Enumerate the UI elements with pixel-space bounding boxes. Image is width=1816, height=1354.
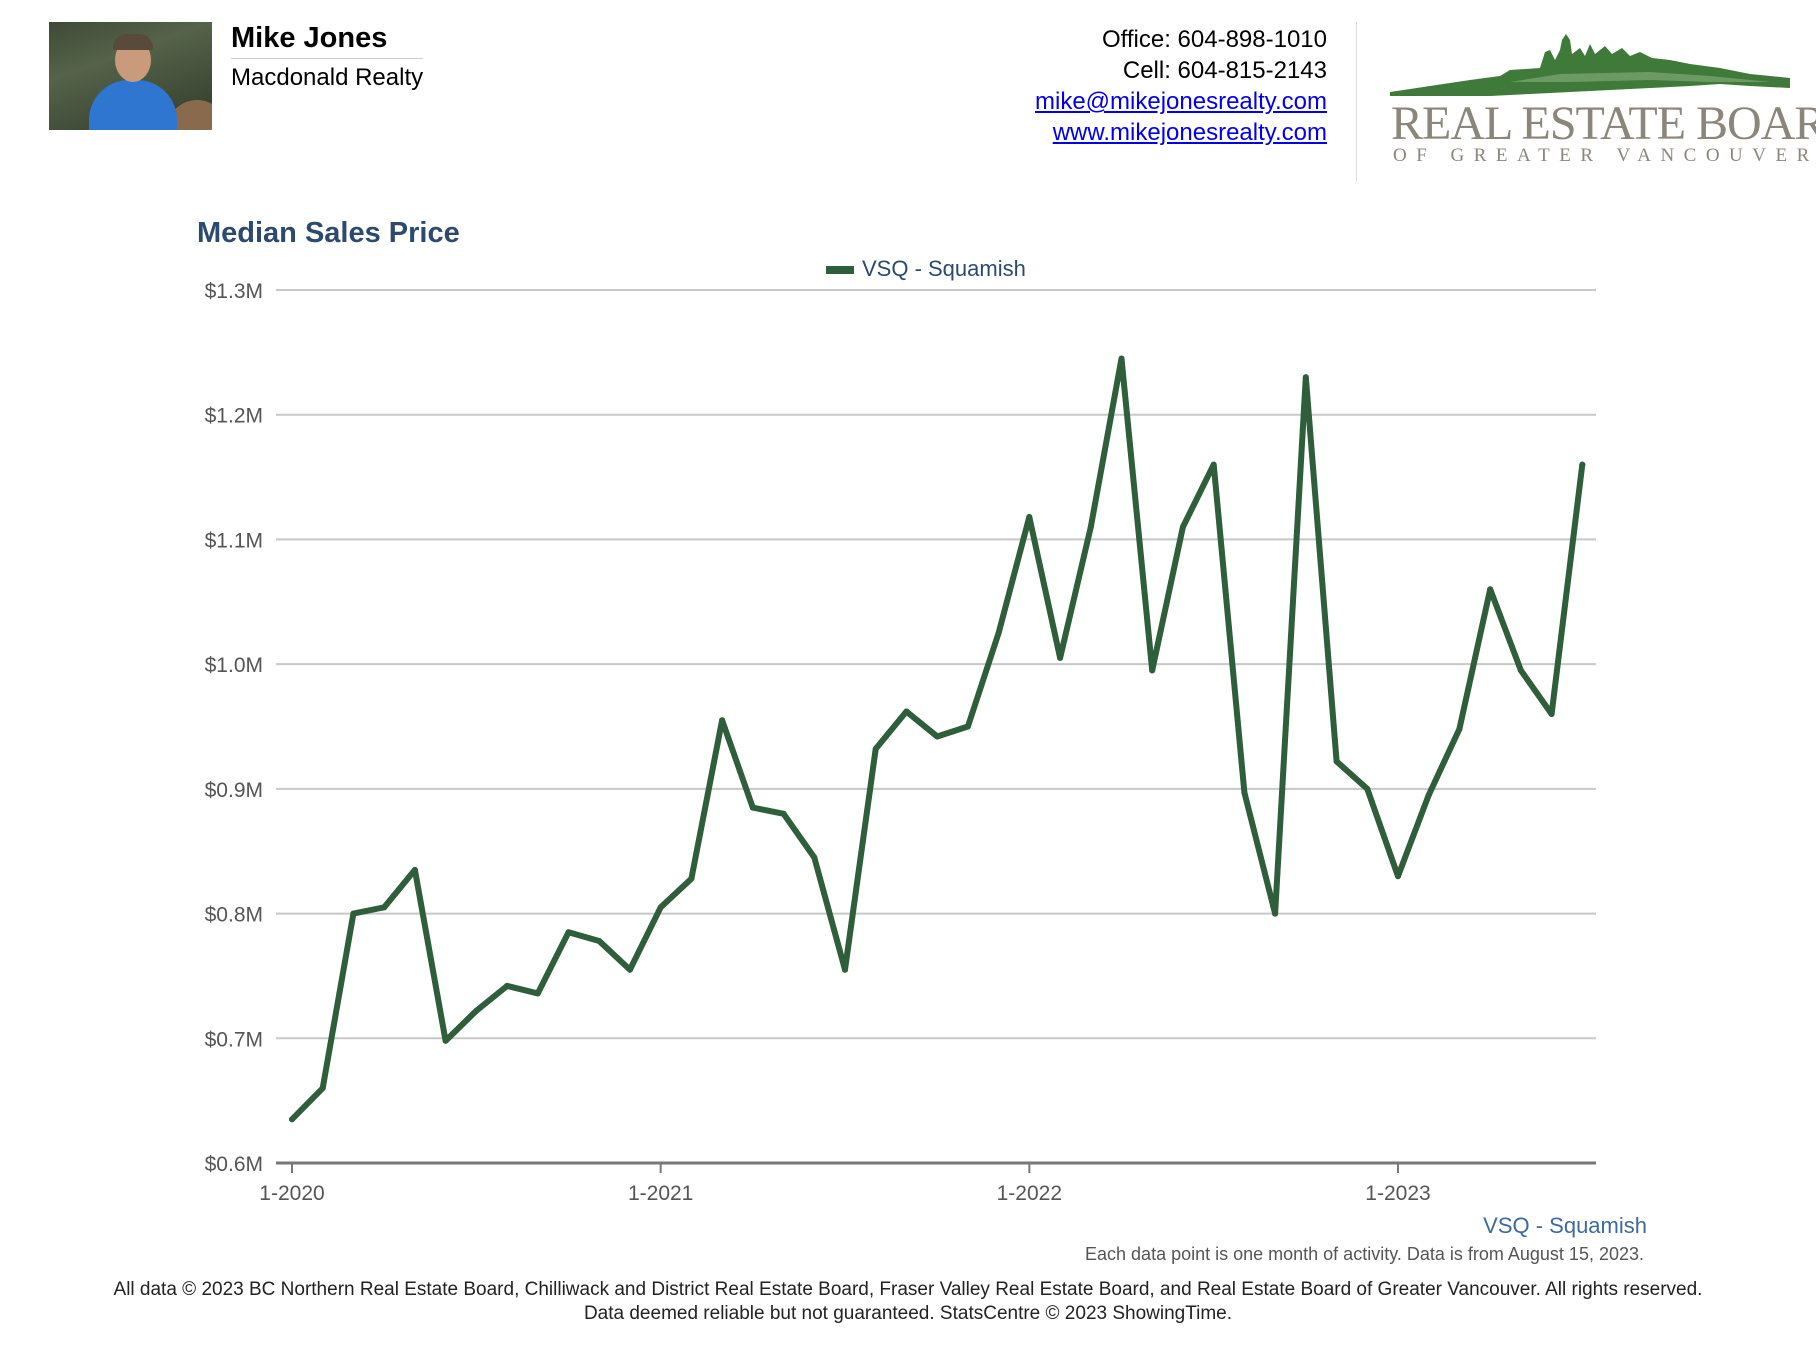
data-point: [1026, 513, 1033, 520]
cell-phone: Cell: 604-815-2143: [1122, 57, 1327, 84]
data-point: [319, 1085, 326, 1092]
data-point: [350, 910, 357, 917]
data-point: [719, 717, 726, 724]
data-point: [657, 904, 664, 911]
data-point: [442, 1037, 449, 1044]
x-tick-label: 1-2022: [997, 1182, 1062, 1205]
y-tick-label: $0.9M: [205, 779, 263, 802]
data-point: [289, 1116, 295, 1123]
footer-line-1: All data © 2023 BC Northern Real Estate …: [113, 1279, 1703, 1300]
data-point: [626, 966, 633, 973]
data-point: [1272, 910, 1279, 917]
data-point: [1210, 461, 1217, 468]
data-point: [1517, 667, 1524, 674]
y-axis-ticks: $0.6M $0.7M $0.8M $0.9M $1.0M $1.1M $1.2M $1.3M: [205, 280, 263, 1176]
logo-title: REAL ESTATE BOARD: [1391, 97, 1816, 150]
data-point: [534, 990, 541, 997]
data-point: [811, 854, 818, 861]
data-point: [1487, 586, 1494, 593]
data-point: [1333, 758, 1340, 765]
y-tick-label: $1.0M: [205, 654, 263, 677]
data-point: [1579, 461, 1586, 468]
data-point: [473, 1007, 480, 1014]
data-point: [565, 929, 572, 936]
data-point: [903, 708, 910, 715]
report-header: Mike Jones Macdonald Realty Office: 604-…: [0, 0, 1816, 190]
data-point: [1364, 785, 1371, 792]
data-point: [749, 804, 756, 811]
data-point: [1149, 667, 1156, 674]
data-point: [1425, 792, 1432, 799]
data-point: [872, 745, 879, 752]
y-tick-label: $1.3M: [205, 280, 263, 303]
legend-label: VSQ - Squamish: [862, 256, 1026, 281]
agent-name: Mike Jones: [231, 22, 388, 54]
skyline-logo-icon: [1390, 34, 1790, 96]
data-point: [381, 904, 388, 911]
data-point: [1302, 374, 1309, 381]
email-link[interactable]: mike@mikejonesrealty.com: [1035, 88, 1327, 115]
chart-series: [289, 355, 1586, 1123]
x-axis-ticks: 1-2020 1-2021 1-2022 1-2023: [259, 1163, 1431, 1205]
contact-block: Office: 604-898-1010 Cell: 604-815-2143 …: [1035, 24, 1327, 148]
data-point: [1456, 725, 1463, 732]
x-tick-label: 1-2023: [1365, 1182, 1430, 1205]
y-tick-label: $0.8M: [205, 904, 263, 927]
y-tick-label: $0.7M: [205, 1028, 263, 1051]
agent-company: Macdonald Realty: [231, 64, 424, 91]
data-point: [1548, 711, 1555, 718]
agent-photo: [49, 22, 212, 130]
chart-legend[interactable]: VSQ - Squamish: [826, 256, 1026, 282]
data-point: [995, 629, 1002, 636]
legend-swatch: [826, 266, 854, 275]
data-point: [504, 982, 511, 989]
data-point: [1087, 523, 1094, 530]
footer-disclaimer: All data © 2023 BC Northern Real Estate …: [0, 1278, 1816, 1326]
series-caption: VSQ - Squamish: [1483, 1213, 1647, 1238]
data-point: [842, 966, 848, 973]
data-point: [596, 938, 603, 945]
header-divider: [1356, 22, 1357, 182]
chart-title: Median Sales Price: [197, 217, 460, 249]
y-tick-label: $0.6M: [205, 1153, 263, 1176]
x-tick-label: 1-2020: [259, 1182, 324, 1205]
office-phone: Office: 604-898-1010: [1101, 26, 1327, 53]
chart-gridlines: [276, 289, 1596, 1040]
website-link[interactable]: www.mikejonesrealty.com: [1052, 119, 1327, 146]
data-point: [1179, 523, 1186, 530]
y-tick-label: $1.2M: [205, 405, 263, 428]
data-point: [780, 810, 787, 817]
x-tick-label: 1-2021: [628, 1182, 693, 1205]
footer-line-2: Data deemed reliable but not guaranteed.…: [583, 1303, 1233, 1324]
agent-divider: [231, 58, 423, 59]
data-point: [411, 866, 418, 873]
data-point: [1118, 355, 1125, 362]
y-tick-label: $1.1M: [205, 529, 263, 552]
data-point: [1241, 789, 1248, 796]
data-point: [1057, 654, 1064, 661]
data-point: [688, 875, 695, 882]
data-point: [964, 723, 971, 730]
logo-subtitle: OF GREATER VANCOUVER: [1393, 145, 1816, 166]
data-note: Each data point is one month of activity…: [1085, 1244, 1644, 1264]
data-point: [934, 733, 941, 740]
data-point: [1395, 873, 1401, 880]
